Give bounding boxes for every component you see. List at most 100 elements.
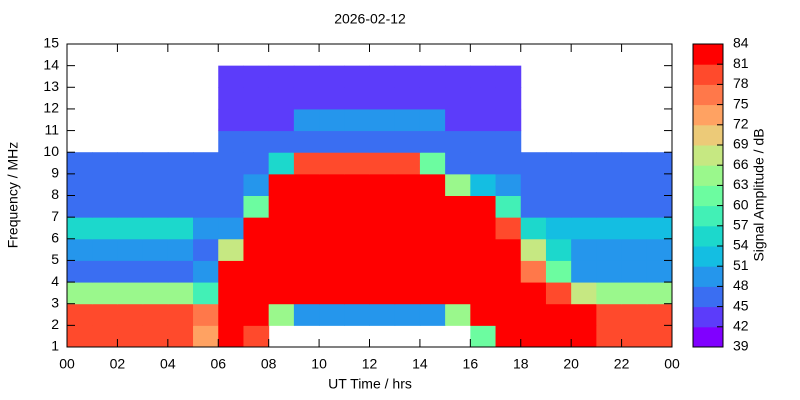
cell: [495, 260, 522, 283]
colorbar-swatch: [693, 286, 723, 308]
cell: [117, 238, 144, 261]
cell: [117, 325, 144, 348]
cell: [67, 325, 93, 348]
cell: [571, 238, 597, 261]
cell: [419, 195, 446, 218]
cell: [419, 87, 446, 110]
cell: [596, 152, 623, 175]
cell: [621, 195, 648, 218]
cell: [167, 195, 194, 218]
chart-title: 2026-02-12: [334, 11, 406, 27]
cell: [218, 87, 244, 110]
cell: [621, 325, 648, 348]
cell: [621, 238, 648, 261]
cell: [445, 238, 471, 261]
cell: [646, 152, 673, 175]
x-tick-label: 22: [614, 356, 630, 372]
cell: [621, 173, 648, 196]
cell: [319, 87, 345, 110]
cell: [319, 173, 345, 196]
x-tick-label: 18: [513, 356, 529, 372]
cell: [470, 260, 497, 283]
colorbar-swatch: [693, 246, 723, 267]
cell: [193, 195, 219, 218]
y-tick-label: 1: [51, 338, 59, 354]
cell: [621, 282, 648, 305]
colorbar-swatch: [693, 165, 723, 186]
cell: [167, 152, 194, 175]
cell: [243, 130, 270, 153]
cell: [394, 195, 421, 218]
cell: [520, 325, 547, 348]
cell: [243, 65, 270, 88]
cell: [92, 217, 118, 240]
cell: [344, 260, 370, 283]
cell: [520, 195, 547, 218]
cell: [520, 260, 547, 283]
cell: [571, 260, 597, 283]
cell: [596, 303, 623, 326]
cell: [268, 65, 295, 88]
cell: [369, 282, 396, 305]
cell: [92, 303, 118, 326]
cell: [470, 87, 497, 110]
cell: [445, 130, 471, 153]
cell: [596, 325, 623, 348]
colorbar-swatch: [693, 266, 723, 287]
y-tick-label: 9: [51, 165, 59, 181]
cell: [445, 108, 471, 132]
colorbar-tick-label: 72: [733, 116, 749, 132]
cell: [419, 173, 446, 196]
cell: [142, 260, 169, 283]
cell: [218, 195, 244, 218]
cell: [394, 87, 421, 110]
cell: [470, 108, 497, 132]
colorbar-tick-label: 78: [733, 75, 749, 91]
cell: [142, 195, 169, 218]
cell: [167, 325, 194, 348]
cell: [445, 87, 471, 110]
cell: [268, 87, 295, 110]
cell: [520, 217, 547, 240]
cell: [293, 195, 320, 218]
cell: [545, 325, 572, 348]
cell: [369, 195, 396, 218]
colorbar-swatch: [693, 185, 723, 207]
cell: [344, 173, 370, 196]
cell: [344, 195, 370, 218]
cell: [520, 238, 547, 261]
cell: [319, 152, 345, 175]
cell: [319, 260, 345, 283]
cell: [293, 238, 320, 261]
y-tick-label: 12: [43, 100, 59, 116]
colorbar-tick-label: 54: [733, 237, 749, 253]
cell: [167, 217, 194, 240]
cell: [92, 238, 118, 261]
cell: [268, 108, 295, 132]
cell: [243, 108, 270, 132]
cell: [545, 217, 572, 240]
cell: [243, 282, 270, 305]
cell: [344, 282, 370, 305]
cell: [92, 152, 118, 175]
cell: [445, 217, 471, 240]
cell: [243, 303, 270, 326]
cell: [369, 65, 396, 88]
cell: [319, 108, 345, 132]
cell: [621, 152, 648, 175]
cell: [293, 173, 320, 196]
colorbar-swatch: [693, 124, 723, 146]
colorbar-swatch: [693, 64, 723, 85]
colorbar-swatch: [693, 225, 723, 247]
cell: [67, 238, 93, 261]
cell: [243, 87, 270, 110]
cell: [394, 217, 421, 240]
cell: [495, 325, 522, 348]
cell: [419, 108, 446, 132]
cell: [319, 282, 345, 305]
cell: [268, 282, 295, 305]
cell: [596, 173, 623, 196]
cell: [445, 152, 471, 175]
colorbar-tick-label: 51: [733, 257, 749, 273]
cell: [646, 217, 673, 240]
